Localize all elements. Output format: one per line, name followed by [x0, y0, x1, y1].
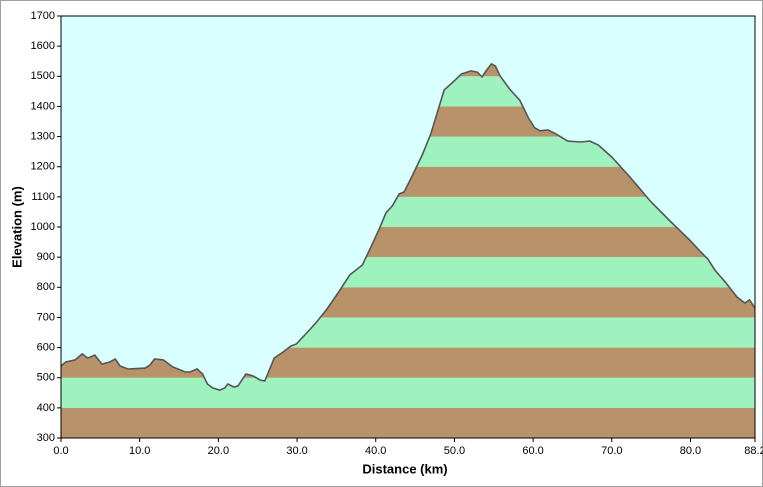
- y-tick-label: 1200: [31, 161, 55, 173]
- y-tick-label: 900: [37, 251, 55, 263]
- y-tick-label: 600: [37, 341, 55, 353]
- y-tick-label: 1700: [31, 10, 55, 22]
- marks: [60, 62, 756, 391]
- x-tick-label: 10.0: [129, 445, 150, 457]
- x-tick-label: 88.2: [744, 445, 763, 457]
- x-tick-label: 20.0: [208, 445, 229, 457]
- y-tick-label: 1500: [31, 70, 55, 82]
- y-axis-label: Elevation (m): [9, 186, 24, 268]
- y-tick-label: 1600: [31, 40, 55, 52]
- x-tick-label: 40.0: [365, 445, 386, 457]
- elevation-line: [60, 62, 756, 391]
- x-tick-label: 50.0: [444, 445, 465, 457]
- elevation-band: [61, 377, 755, 408]
- y-tick-label: 1400: [31, 100, 55, 112]
- y-tick-label: 1300: [31, 130, 55, 142]
- x-tick-label: 60.0: [522, 445, 543, 457]
- x-tick-label: 0.0: [53, 445, 68, 457]
- x-tick-label: 80.0: [680, 445, 701, 457]
- y-tick-label: 300: [37, 432, 55, 444]
- y-tick-label: 1100: [31, 191, 55, 203]
- y-tick-label: 500: [37, 372, 55, 384]
- x-tick-label: 30.0: [286, 445, 307, 457]
- x-axis-label: Distance (km): [362, 461, 447, 476]
- x-tick-label: 70.0: [601, 445, 622, 457]
- y-tick-label: 400: [37, 402, 55, 414]
- elevation-band: [61, 407, 755, 438]
- y-tick-label: 700: [37, 311, 55, 323]
- y-tick-label: 1000: [31, 221, 55, 233]
- y-tick-label: 800: [37, 281, 55, 293]
